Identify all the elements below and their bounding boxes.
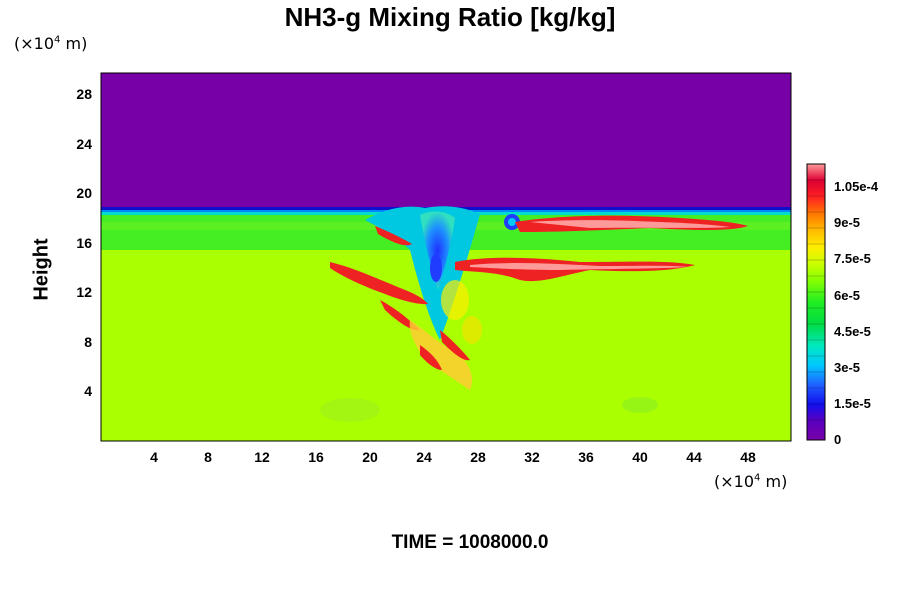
colorbar-tick: 9e-5	[834, 215, 861, 230]
colorbar-tick: 7.5e-5	[834, 251, 871, 266]
y-tick-label: 20	[76, 185, 92, 201]
plume-wake	[409, 320, 472, 390]
colorbar-tick: 1.5e-5	[834, 396, 871, 411]
lower-left-band	[330, 262, 428, 305]
x-tick-label: 32	[524, 449, 540, 465]
x-tick-label: 20	[362, 449, 378, 465]
y-tick-label: 24	[76, 136, 92, 152]
y-tick-label: 16	[76, 235, 92, 251]
y-axis-unit: (×104 m)	[14, 34, 88, 53]
x-tick-label: 4	[150, 449, 158, 465]
x-tick-label: 28	[470, 449, 486, 465]
colorbar-tick: 0	[834, 432, 842, 447]
x-tick-label: 44	[686, 449, 702, 465]
plot-frame	[100, 72, 792, 442]
x-axis-unit: (×104 m)	[714, 472, 788, 491]
purple-region	[101, 73, 791, 208]
plume-core	[420, 211, 455, 290]
x-tick-label: 16	[308, 449, 324, 465]
colorbar-lines	[807, 179, 825, 421]
colorbar-tick: 1.05e-4	[834, 179, 879, 194]
y-tick-label: 28	[76, 86, 92, 102]
colorbar-tick: 3e-5	[834, 360, 861, 375]
y-tick-label: 12	[76, 284, 92, 300]
chart-title: NH3-g Mixing Ratio [kg/kg]	[284, 2, 616, 32]
colorbar-tick: 4.5e-5	[834, 324, 871, 339]
x-tick-label: 36	[578, 449, 594, 465]
x-tick-label: 24	[416, 449, 432, 465]
colorbar	[806, 163, 826, 441]
x-tick-label: 12	[254, 449, 270, 465]
y-tick-label: 4	[84, 383, 92, 399]
x-tick-label: 40	[632, 449, 648, 465]
colorbar-tick: 6e-5	[834, 288, 861, 303]
x-tick-label: 8	[204, 449, 212, 465]
heatmap-field	[101, 73, 791, 441]
x-tick-label: 48	[740, 449, 756, 465]
y-tick-label: 8	[84, 334, 92, 350]
time-label: TIME = 1008000.0	[391, 532, 549, 553]
